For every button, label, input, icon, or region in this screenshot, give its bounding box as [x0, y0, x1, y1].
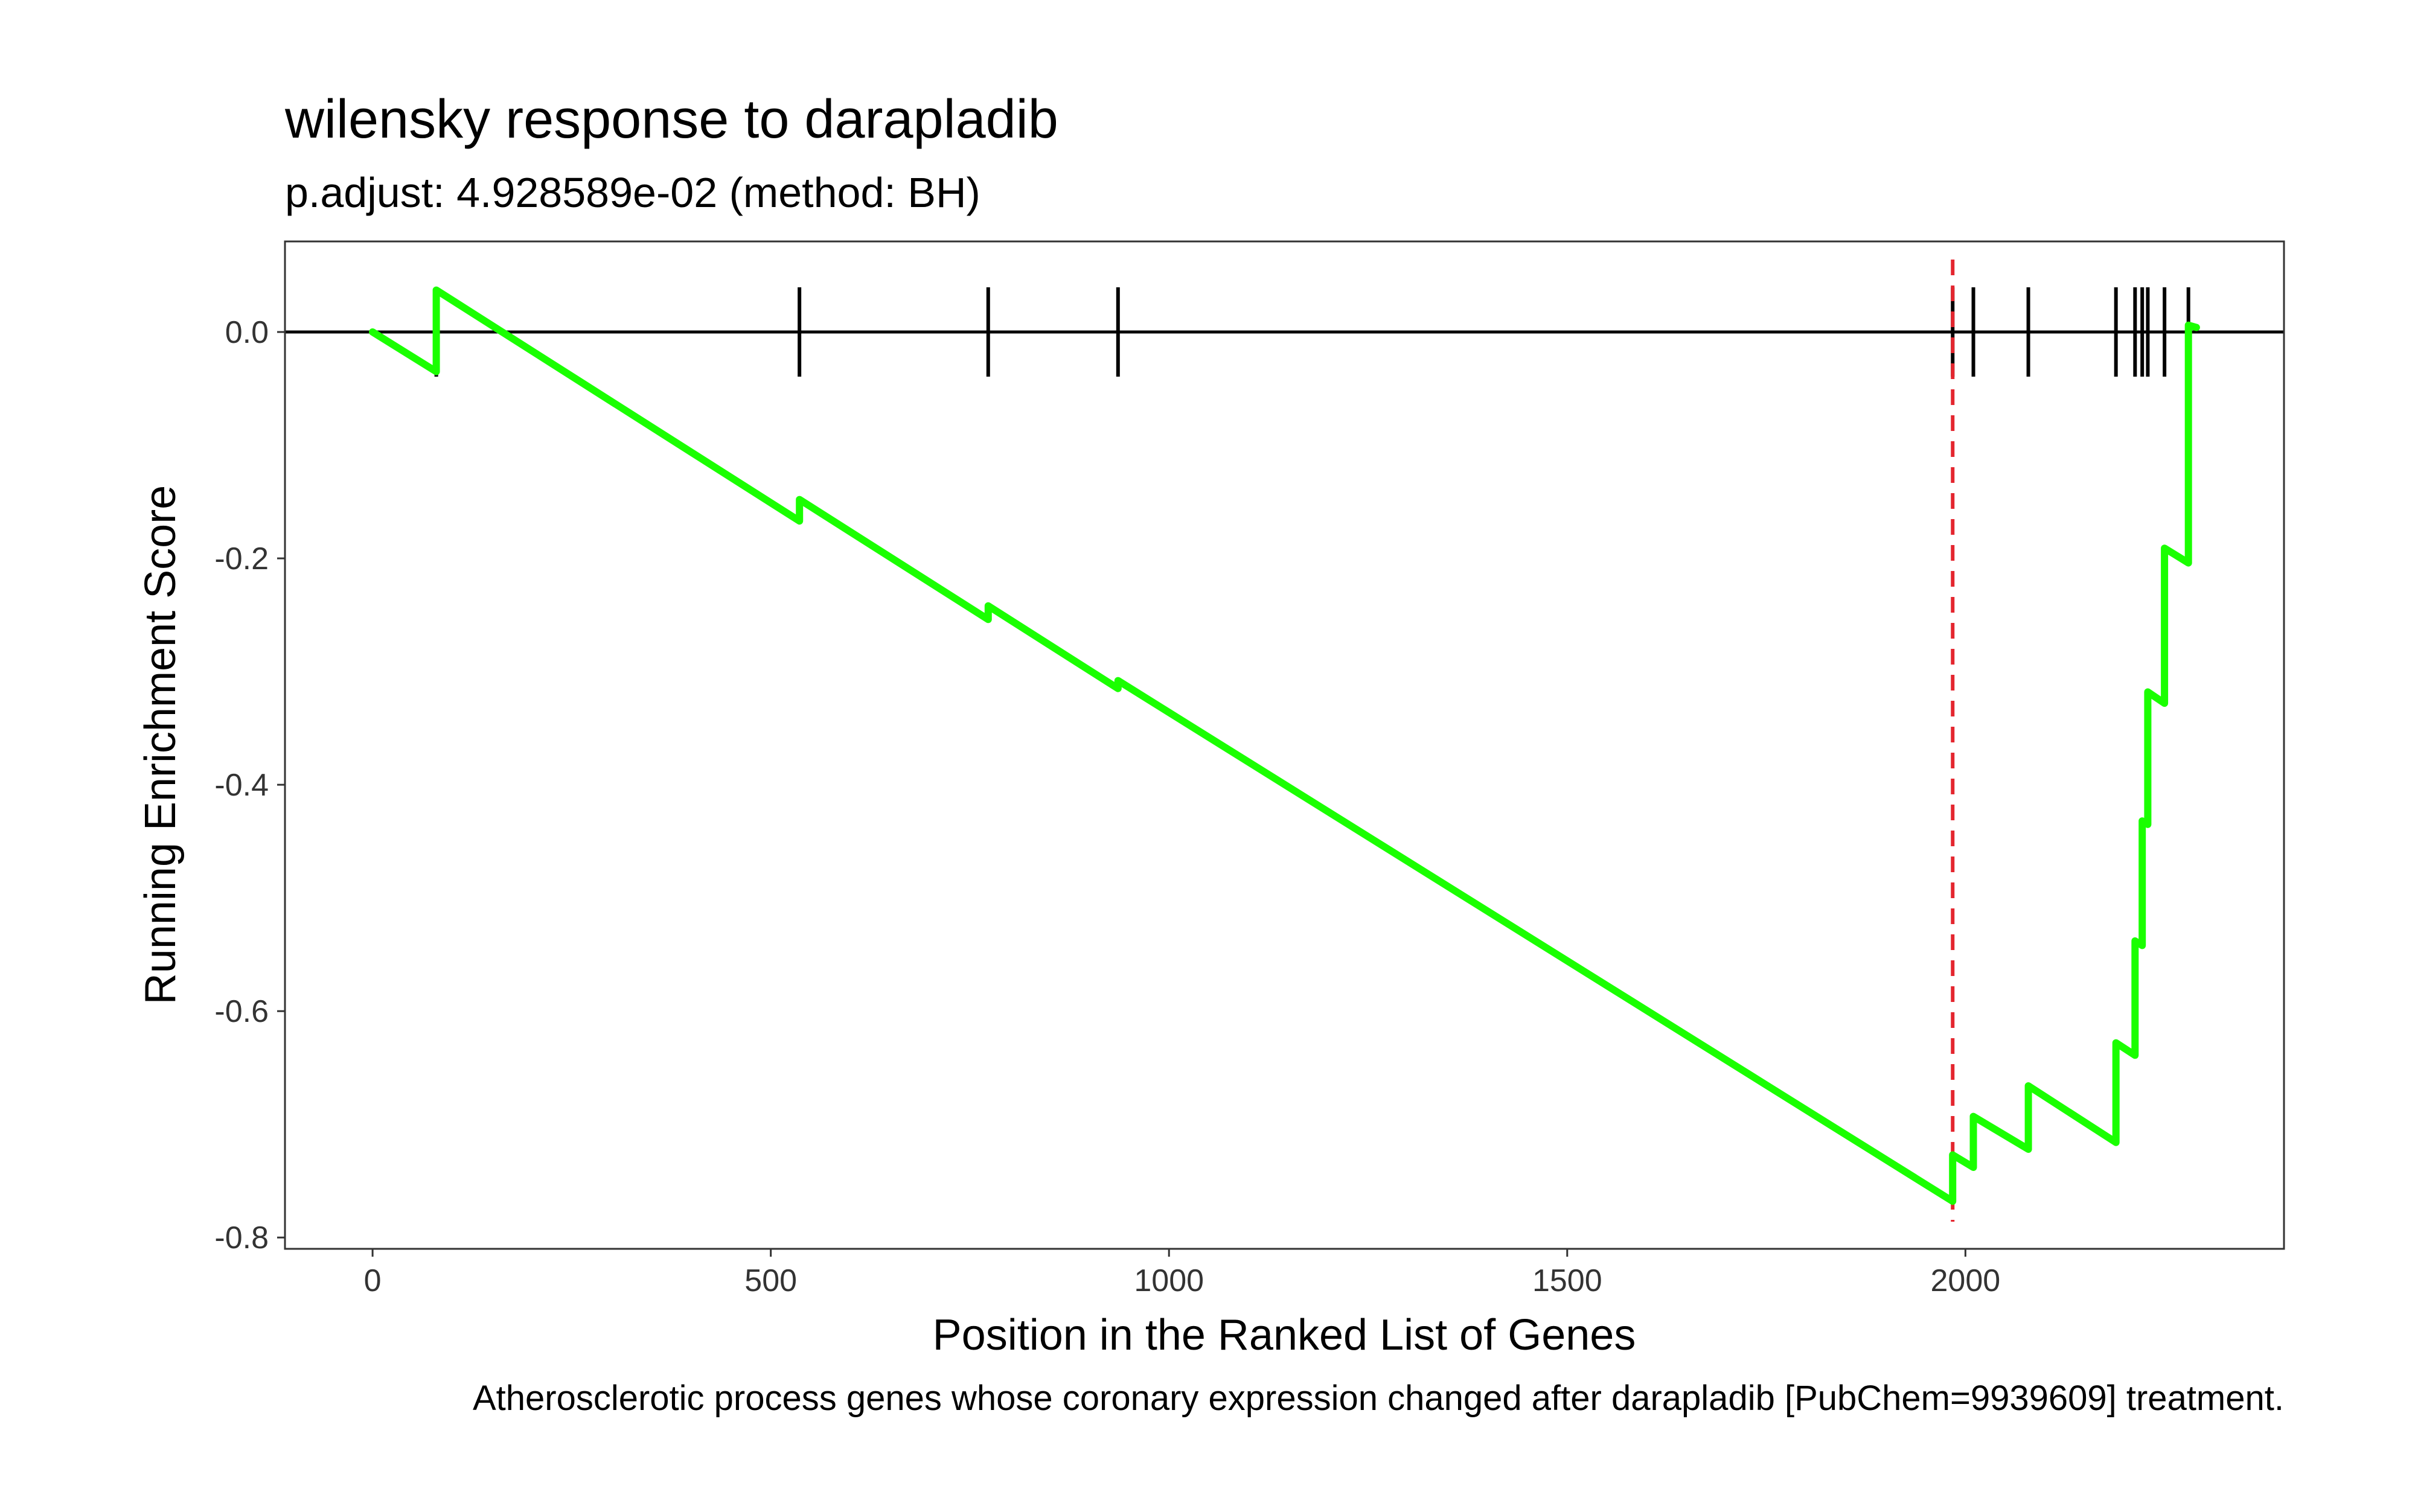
x-tick-label: 0: [364, 1263, 382, 1298]
x-axis: 0 500 1000 1500 2000: [364, 1249, 2001, 1298]
y-tick-label: -0.2: [214, 541, 269, 576]
x-tick-label: 2000: [1931, 1263, 2001, 1298]
x-tick-label: 1000: [1134, 1263, 1204, 1298]
y-tick-label: -0.8: [214, 1220, 269, 1255]
y-axis: 0.0 -0.2 -0.4 -0.6 -0.8: [214, 315, 285, 1255]
chart-subtitle: p.adjust: 4.928589e-02 (method: BH): [285, 169, 980, 216]
chart-caption: Atherosclerotic process genes whose coro…: [473, 1379, 2284, 1418]
enrichment-score-line: [369, 286, 2200, 1205]
chart-title: wilensky response to darapladib: [284, 89, 1058, 150]
plot-area-content: [285, 260, 2284, 1222]
y-tick-label: -0.6: [214, 994, 269, 1029]
x-tick-label: 500: [744, 1263, 797, 1298]
y-tick-label: 0.0: [225, 315, 269, 350]
y-axis-label: Running Enrichment Score: [136, 485, 185, 1004]
x-axis-label: Position in the Ranked List of Genes: [933, 1311, 1636, 1359]
panel-border: [284, 240, 2285, 1250]
x-tick-label: 1500: [1532, 1263, 1602, 1298]
y-tick-label: -0.4: [214, 768, 269, 803]
